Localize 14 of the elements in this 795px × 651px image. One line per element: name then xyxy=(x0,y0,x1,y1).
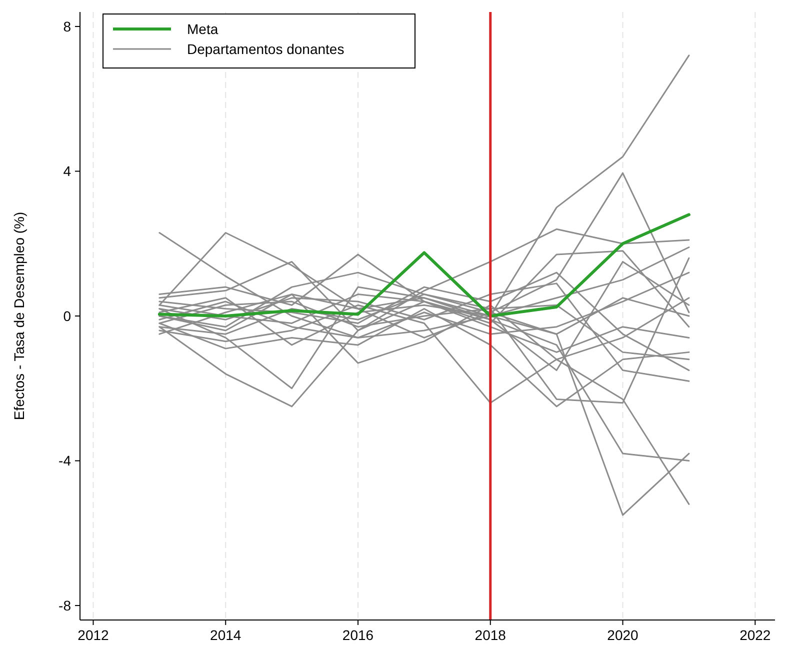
x-tick-label: 2020 xyxy=(607,627,639,643)
legend-label: Departamentos donantes xyxy=(187,40,344,57)
x-tick-label: 2022 xyxy=(740,627,771,643)
x-tick-label: 2012 xyxy=(78,627,110,643)
legend-label: Meta xyxy=(187,20,218,37)
y-tick-label: 0 xyxy=(63,308,72,324)
x-tick-label: 2016 xyxy=(342,627,374,643)
y-axis-title: Efectos - Tasa de Desempleo (%) xyxy=(11,212,27,420)
x-tick-label: 2014 xyxy=(210,627,242,643)
y-tick-label: 8 xyxy=(63,18,72,34)
x-tick-label: 2018 xyxy=(474,627,506,643)
y-tick-label: 4 xyxy=(63,163,72,180)
y-tick-label: -4 xyxy=(58,452,72,469)
y-tick-label: -8 xyxy=(58,597,72,614)
